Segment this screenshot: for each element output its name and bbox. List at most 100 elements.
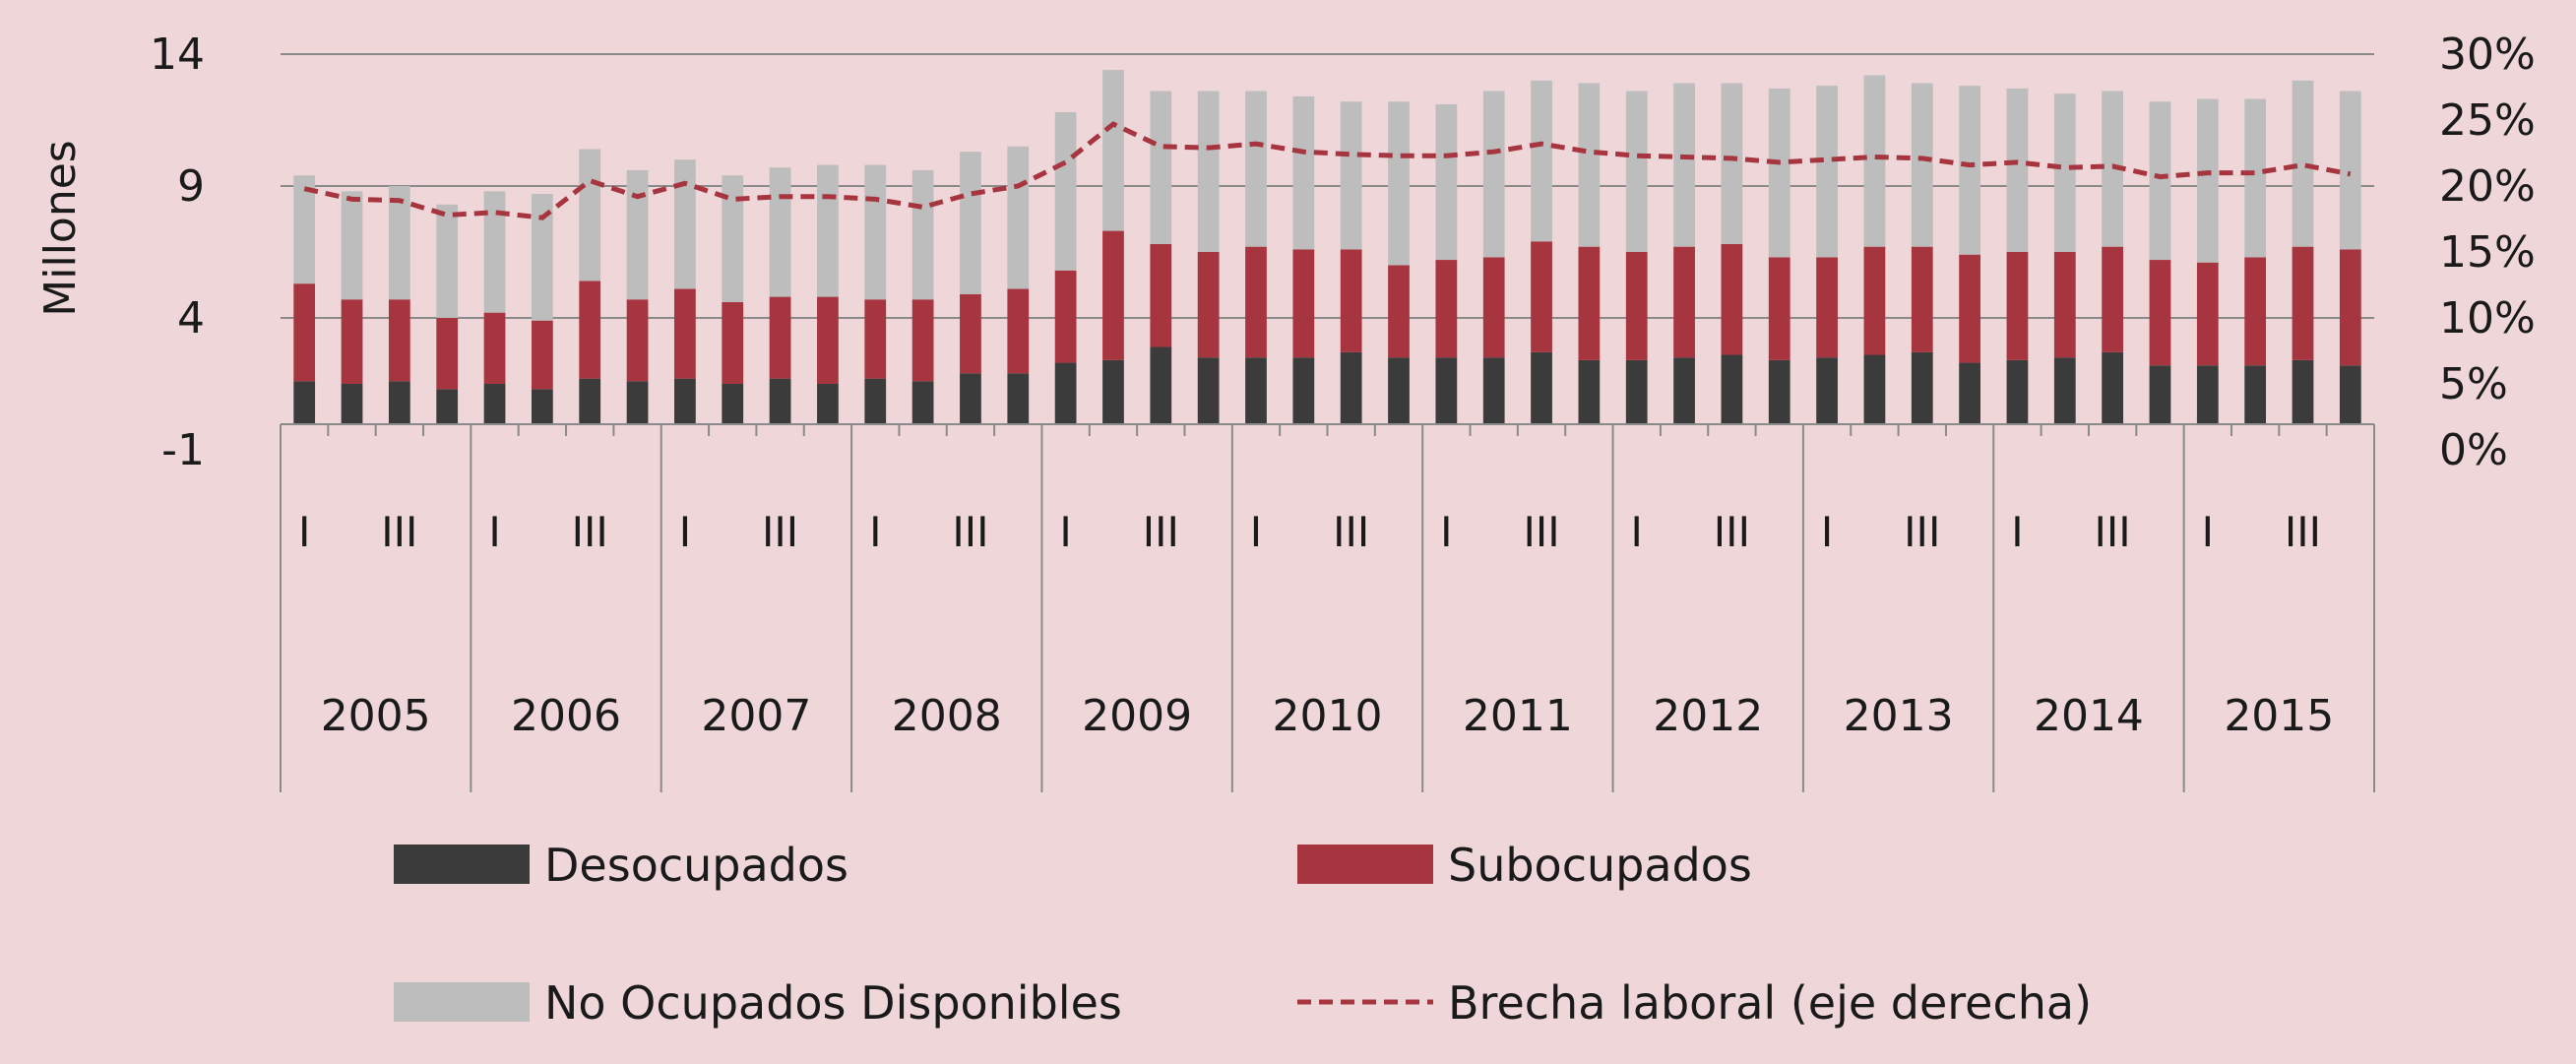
quarter-label: I bbox=[679, 508, 691, 556]
bar-no-ocupados-disponibles bbox=[1340, 101, 1362, 250]
bar-subocupados bbox=[483, 312, 506, 384]
legend-swatch bbox=[394, 982, 530, 1022]
bar-subocupados bbox=[2292, 246, 2314, 360]
quarter-label: III bbox=[1143, 508, 1179, 556]
bar-desocupados bbox=[2053, 357, 2076, 424]
bar-no-ocupados-disponibles bbox=[531, 194, 553, 321]
legend-item: Subocupados bbox=[1297, 839, 1752, 892]
bar-desocupados bbox=[1482, 357, 1505, 424]
bar-subocupados bbox=[1197, 252, 1220, 358]
bar-no-ocupados-disponibles bbox=[1102, 70, 1124, 231]
bar-subocupados bbox=[2102, 246, 2124, 352]
bar-subocupados bbox=[626, 299, 649, 382]
bar-no-ocupados-disponibles bbox=[2339, 91, 2361, 250]
bar-no-ocupados-disponibles bbox=[674, 159, 696, 289]
bar-subocupados bbox=[1911, 246, 1933, 352]
y-tick-right: 30% bbox=[2439, 30, 2536, 80]
bar-desocupados bbox=[1578, 359, 1601, 424]
bar-no-ocupados-disponibles bbox=[293, 175, 316, 284]
year-label: 2006 bbox=[511, 691, 621, 741]
bar-no-ocupados-disponibles bbox=[1292, 95, 1315, 250]
bar-no-ocupados-disponibles bbox=[1007, 146, 1030, 289]
bar-subocupados bbox=[388, 299, 410, 382]
bar-desocupados bbox=[2102, 351, 2124, 424]
quarter-label: III bbox=[2285, 508, 2321, 556]
bar-desocupados bbox=[388, 381, 410, 424]
bar-subocupados bbox=[1959, 254, 1980, 363]
bar-subocupados bbox=[2149, 260, 2171, 366]
bar-subocupados bbox=[1816, 257, 1838, 358]
quarter-label: I bbox=[2202, 508, 2214, 556]
quarter-label: III bbox=[2095, 508, 2131, 556]
bar-desocupados bbox=[1388, 357, 1410, 424]
bar-subocupados bbox=[2339, 249, 2361, 366]
bar-subocupados bbox=[674, 288, 696, 379]
quarter-label: I bbox=[488, 508, 500, 556]
quarter-label: III bbox=[1904, 508, 1940, 556]
y-tick-right: 10% bbox=[2439, 293, 2536, 344]
bar-subocupados bbox=[531, 320, 553, 390]
bar-no-ocupados-disponibles bbox=[1863, 75, 1886, 247]
bar-subocupados bbox=[1245, 246, 1267, 358]
bar-desocupados bbox=[864, 378, 887, 424]
y-axis-title: Millones bbox=[35, 140, 86, 316]
quarter-label: I bbox=[1440, 508, 1452, 556]
bar-desocupados bbox=[2339, 365, 2361, 424]
y-tick-right: 0% bbox=[2439, 425, 2508, 475]
bar-subocupados bbox=[722, 301, 744, 384]
bar-no-ocupados-disponibles bbox=[1959, 86, 1980, 255]
bar-subocupados bbox=[2196, 262, 2219, 366]
bar-no-ocupados-disponibles bbox=[626, 169, 649, 300]
bar-no-ocupados-disponibles bbox=[2102, 91, 2124, 247]
brecha-line bbox=[303, 121, 2352, 220]
bar-desocupados bbox=[579, 378, 601, 424]
bar-desocupados bbox=[769, 378, 791, 424]
legend-swatch bbox=[394, 845, 530, 884]
quarter-label: III bbox=[1523, 508, 1559, 556]
quarter-label: III bbox=[572, 508, 608, 556]
year-label: 2008 bbox=[892, 691, 1002, 741]
bar-no-ocupados-disponibles bbox=[722, 175, 744, 302]
bar-subocupados bbox=[1007, 288, 1030, 374]
bar-desocupados bbox=[436, 389, 459, 424]
bar-subocupados bbox=[1102, 230, 1124, 360]
bar-desocupados bbox=[2196, 365, 2219, 424]
bar-desocupados bbox=[1768, 359, 1791, 424]
y-tick-right: 15% bbox=[2439, 227, 2536, 278]
bar-desocupados bbox=[1054, 362, 1077, 424]
bar-subocupados bbox=[1768, 257, 1791, 360]
legend-label: Subocupados bbox=[1448, 839, 1752, 892]
y-tick-left: -1 bbox=[161, 425, 205, 475]
bar-desocupados bbox=[1340, 351, 1362, 424]
bar-subocupados bbox=[1340, 249, 1362, 352]
bar-no-ocupados-disponibles bbox=[388, 186, 410, 300]
bar-desocupados bbox=[1625, 359, 1648, 424]
legend-label: Desocupados bbox=[544, 839, 848, 892]
bar-subocupados bbox=[1721, 243, 1743, 355]
bar-desocupados bbox=[531, 389, 553, 424]
bar-no-ocupados-disponibles bbox=[2053, 94, 2076, 252]
year-label: 2005 bbox=[321, 691, 431, 741]
bar-desocupados bbox=[1721, 354, 1743, 424]
quarter-label: I bbox=[1059, 508, 1071, 556]
bar-subocupados bbox=[293, 283, 316, 382]
bar-no-ocupados-disponibles bbox=[1673, 83, 1695, 247]
y-tick-right: 25% bbox=[2439, 95, 2536, 146]
year-label: 2014 bbox=[2034, 691, 2144, 741]
year-label: 2011 bbox=[1463, 691, 1573, 741]
bar-subocupados bbox=[864, 299, 887, 379]
quarter-label: I bbox=[2011, 508, 2023, 556]
bar-no-ocupados-disponibles bbox=[483, 191, 506, 313]
bar-no-ocupados-disponibles bbox=[960, 152, 981, 294]
bar-desocupados bbox=[2292, 359, 2314, 424]
bars bbox=[293, 70, 2361, 424]
bar-no-ocupados-disponibles bbox=[1768, 88, 1791, 258]
y-tick-left: 4 bbox=[177, 293, 205, 344]
bar-desocupados bbox=[1197, 357, 1220, 424]
legend-item: Brecha laboral (eje derecha) bbox=[1297, 976, 2092, 1030]
bar-desocupados bbox=[1292, 357, 1315, 424]
year-label: 2009 bbox=[1082, 691, 1192, 741]
bar-desocupados bbox=[2006, 359, 2029, 424]
quarter-label: I bbox=[869, 508, 881, 556]
bar-subocupados bbox=[1673, 246, 1695, 358]
